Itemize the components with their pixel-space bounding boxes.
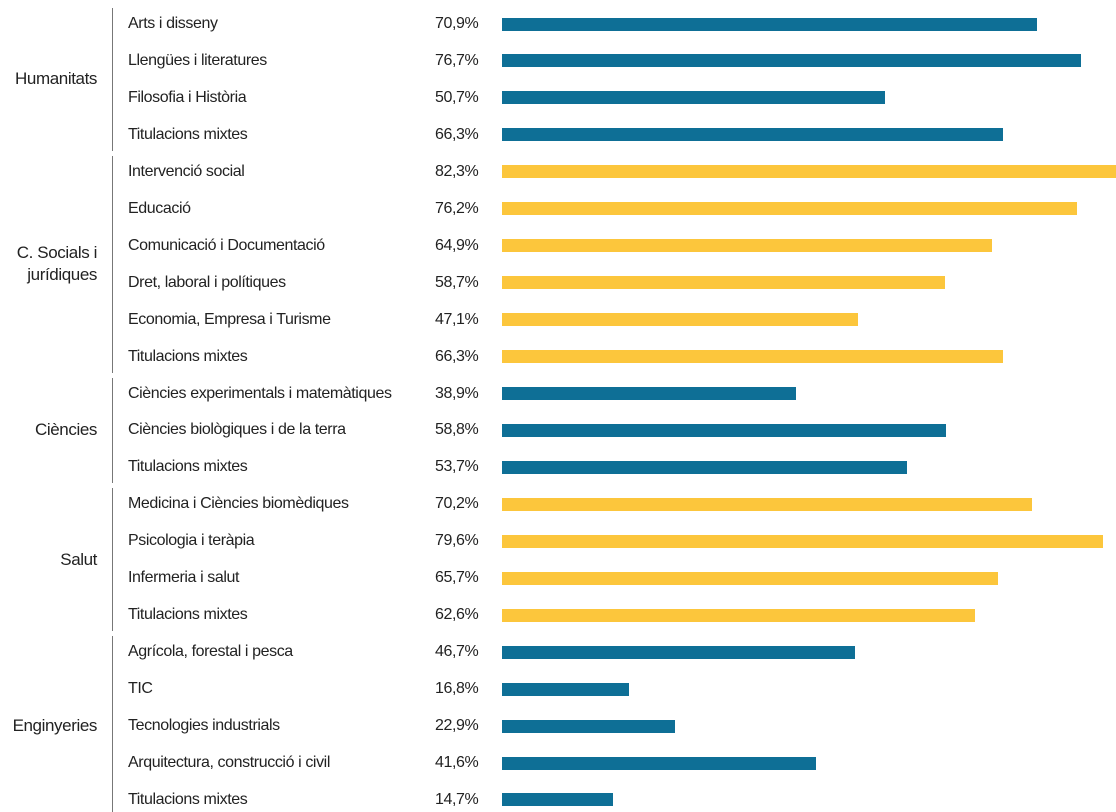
group-label: Enginyeries — [12, 716, 98, 736]
group-divider — [112, 377, 113, 484]
category-label: Titulacions mixtes — [128, 606, 248, 624]
category-label: Titulacions mixtes — [128, 458, 248, 476]
value-label: 76,2% — [435, 199, 479, 217]
bar — [502, 313, 858, 327]
category-label: Psicologia i teràpia — [128, 532, 255, 550]
category-label: Educació — [128, 199, 191, 217]
bar — [502, 571, 999, 585]
category-label: Titulacions mixtes — [128, 125, 248, 143]
category-label: Economia, Empresa i Turisme — [128, 310, 331, 328]
group-label: C. Socials i jurídiques — [16, 243, 98, 285]
category-label: Llengües i literatures — [128, 51, 267, 69]
bar — [502, 534, 1103, 548]
group-divider — [112, 488, 113, 632]
group-divider — [112, 155, 113, 373]
value-label: 14,7% — [435, 790, 479, 808]
value-label: 58,7% — [435, 273, 479, 291]
value-label: 22,9% — [435, 717, 479, 735]
value-label: 16,8% — [435, 680, 479, 698]
bar — [502, 276, 946, 290]
bar — [502, 682, 629, 696]
bar — [502, 17, 1038, 31]
group-label: Salut — [60, 549, 97, 569]
bar — [502, 608, 975, 622]
value-label: 64,9% — [435, 236, 479, 254]
value-label: 46,7% — [435, 643, 479, 661]
bar — [502, 202, 1078, 216]
value-label: 53,7% — [435, 458, 479, 476]
category-label: Dret, laboral i polítiques — [128, 273, 286, 291]
bar — [502, 128, 1003, 142]
group-divider — [112, 8, 113, 151]
category-label: Arquitectura, construcció i civil — [128, 754, 330, 771]
group-divider — [112, 636, 113, 812]
value-label: 41,6% — [435, 754, 479, 771]
value-label: 50,7% — [435, 88, 479, 106]
bar — [502, 350, 1003, 364]
value-label: 66,3% — [435, 125, 479, 143]
category-label: Ciències biològiques i de la terra — [128, 421, 346, 439]
category-label: Infermeria i salut — [128, 569, 240, 587]
category-label: Filosofia i Història — [128, 88, 247, 106]
value-label: 47,1% — [435, 310, 479, 328]
category-label: Agrícola, forestal i pesca — [128, 643, 293, 661]
bar — [502, 239, 992, 253]
bar — [502, 54, 1082, 68]
value-label: 38,9% — [435, 384, 479, 402]
bar — [502, 460, 908, 474]
category-label: Intervenció social — [128, 162, 245, 180]
value-label: 76,7% — [435, 51, 479, 69]
category-label: Arts i disseny — [128, 15, 218, 32]
bar — [502, 165, 1116, 179]
value-label: 65,7% — [435, 569, 479, 587]
category-label: Titulacions mixtes — [128, 347, 248, 365]
value-label: 79,6% — [435, 532, 479, 550]
value-label: 70,9% — [435, 15, 479, 32]
category-label: Tecnologies industrials — [128, 717, 280, 735]
bar — [502, 719, 675, 733]
value-label: 70,2% — [435, 495, 479, 513]
bar — [502, 756, 817, 770]
bar — [502, 423, 946, 437]
value-label: 62,6% — [435, 606, 479, 624]
category-label: Ciències experimentals i matemàtiques — [128, 384, 392, 402]
category-label: Medicina i Ciències biomèdiques — [128, 495, 349, 513]
bar — [502, 387, 796, 400]
category-label: Comunicació i Documentació — [128, 236, 325, 254]
bar — [502, 497, 1032, 511]
value-label: 82,3% — [435, 162, 479, 180]
bar — [502, 91, 885, 105]
value-label: 66,3% — [435, 347, 479, 365]
group-label: Ciències — [35, 420, 97, 440]
bar — [502, 793, 613, 807]
value-label: 58,8% — [435, 421, 479, 439]
bar — [502, 645, 855, 659]
group-label: Humanitats — [15, 69, 97, 89]
category-label: Titulacions mixtes — [128, 790, 248, 808]
category-label: TIC — [128, 680, 153, 698]
